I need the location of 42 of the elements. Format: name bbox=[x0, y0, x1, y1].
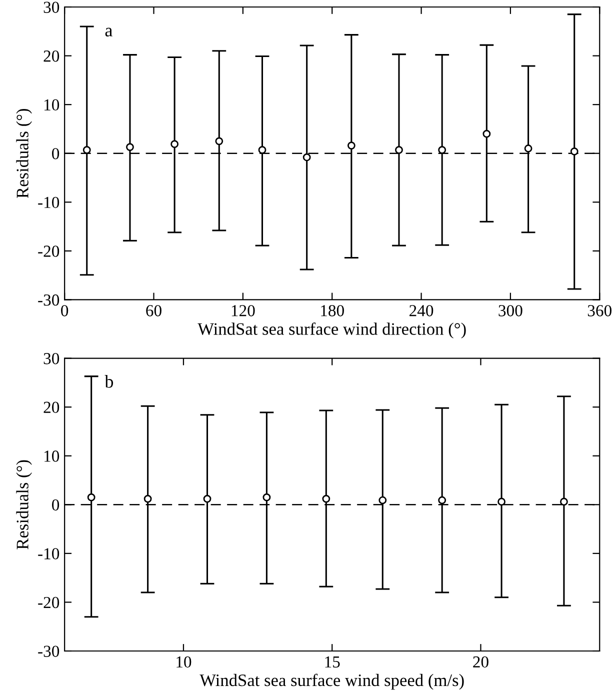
x-tick-label: 10 bbox=[176, 656, 192, 668]
y-tick-label: 30 bbox=[44, 2, 60, 13]
y-tick-label: 10 bbox=[44, 99, 60, 111]
y-tick-label: 0 bbox=[52, 499, 60, 511]
y-tick-label: -20 bbox=[38, 246, 60, 257]
point bbox=[170, 140, 179, 148]
y-tick-label: 0 bbox=[52, 148, 60, 160]
x-tick-label: 360 bbox=[588, 305, 612, 316]
x-tick-label: 240 bbox=[410, 305, 434, 316]
point bbox=[570, 147, 578, 156]
point bbox=[215, 137, 224, 146]
annotation: a bbox=[105, 28, 112, 36]
y-tick-label: -30 bbox=[38, 294, 60, 306]
x-axis-title: WindSat sea surface wind direction (°) bbox=[198, 322, 466, 338]
x-tick-label: 60 bbox=[146, 305, 162, 316]
y-tick-label: -20 bbox=[38, 596, 60, 608]
y-tick-label: -10 bbox=[38, 548, 60, 560]
x-axis-title: WindSat sea surface wind speed (m/s) bbox=[200, 674, 464, 690]
x-tick-label: 120 bbox=[232, 305, 255, 316]
y-tick-label: 20 bbox=[44, 50, 60, 62]
x-tick-label: 180 bbox=[321, 305, 344, 316]
point bbox=[82, 146, 91, 154]
point bbox=[126, 143, 134, 151]
y-tick-label: 20 bbox=[44, 402, 60, 414]
point bbox=[302, 153, 311, 162]
x-tick-label: 300 bbox=[498, 305, 522, 316]
point bbox=[482, 130, 491, 138]
y-tick-label: -10 bbox=[38, 196, 60, 208]
y-axis-title: Residuals (°) bbox=[16, 460, 32, 550]
y-axis-title: Residuals (°) bbox=[16, 108, 32, 198]
point bbox=[258, 146, 266, 154]
y-tick-label: -30 bbox=[38, 646, 60, 657]
point bbox=[395, 146, 403, 154]
x-tick-label: 0 bbox=[61, 305, 68, 316]
point bbox=[438, 146, 446, 154]
y-tick-label: 10 bbox=[44, 450, 60, 462]
annotation: b bbox=[104, 375, 114, 388]
x-tick-label: 20 bbox=[473, 656, 488, 668]
y-tick-label: 30 bbox=[44, 352, 60, 364]
point bbox=[524, 144, 532, 152]
x-tick-label: 15 bbox=[325, 656, 340, 668]
point bbox=[347, 142, 356, 150]
